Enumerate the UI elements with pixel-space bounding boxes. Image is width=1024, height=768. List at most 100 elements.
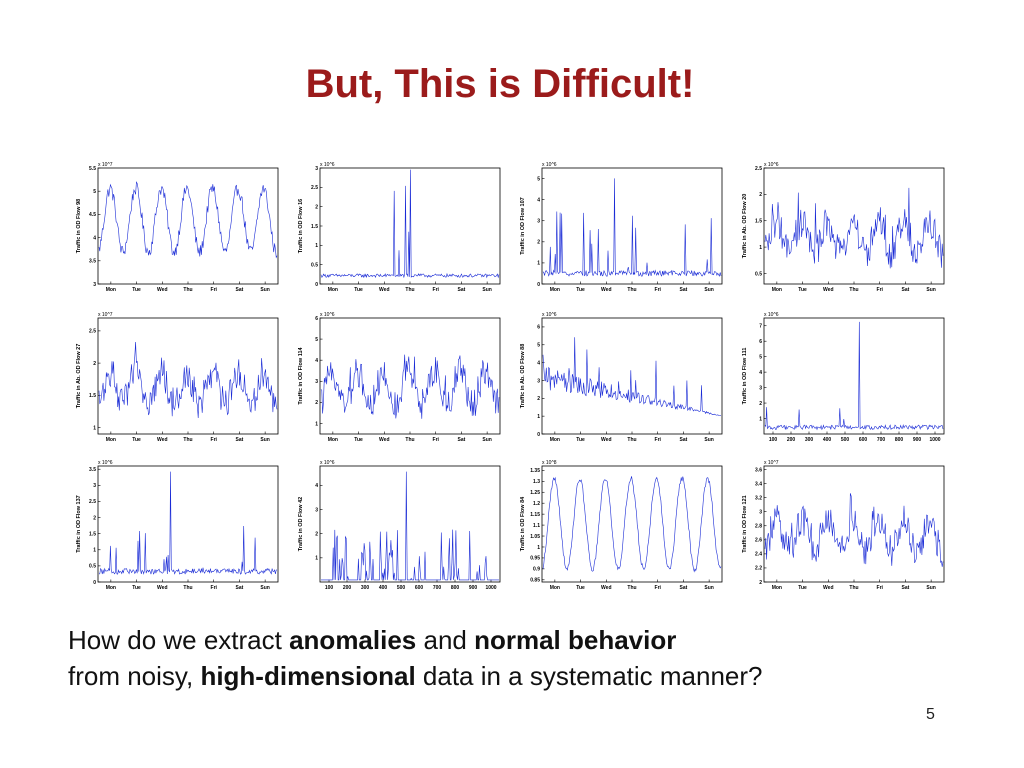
y-tick-label: 5 xyxy=(315,337,318,343)
x-tick-label: Sat xyxy=(680,437,688,443)
y-tick-label: 0.5 xyxy=(89,564,96,570)
plot-frame xyxy=(541,465,723,583)
chart-panel: x 10^7 Traffic in OD Flow 121 2 2.2 2.4 2.6 2.… xyxy=(740,456,952,596)
y-tick-label: 3 xyxy=(759,509,762,515)
x-tick-label: Sat xyxy=(902,585,910,591)
x-tick-label: Thu xyxy=(183,437,192,443)
x-tick-label: 700 xyxy=(877,437,886,443)
x-tick-label: 100 xyxy=(769,437,778,443)
y-tick-label: 0.9 xyxy=(533,567,540,573)
x-tick-label: Sat xyxy=(458,287,466,293)
axis-exponent: x 10^6 xyxy=(764,312,779,318)
x-tick-label: 600 xyxy=(859,437,868,443)
x-tick-label: 800 xyxy=(451,585,460,591)
x-tick-label: 900 xyxy=(469,585,478,591)
x-tick-label: Thu xyxy=(627,437,636,443)
y-tick-label: 1 xyxy=(315,243,318,249)
chart-svg: x 10^6 Traffic in OD Flow 16 0 0.5 1 1.5 2 2.5 3… xyxy=(298,162,501,293)
y-tick-label: 3 xyxy=(537,378,540,384)
slide-title: But, This is Difficult! xyxy=(305,62,695,106)
x-tick-label: 1000 xyxy=(485,585,496,591)
x-tick-label: Thu xyxy=(849,287,858,293)
y-tick-label: 2 xyxy=(759,401,762,407)
chart-panel: x 10^6 Traffic in Ab. OD Flow 88 0 1 2 3 4 5 6 Mo… xyxy=(518,308,730,448)
x-tick-label: Tue xyxy=(354,437,363,443)
y-tick-label: 2.4 xyxy=(755,552,762,558)
y-tick-label: 3 xyxy=(759,385,762,391)
text-run: data in a systematic manner? xyxy=(415,661,763,691)
y-axis-label: Traffic in OD Flow 107 xyxy=(520,197,526,254)
x-tick-label: Wed xyxy=(823,287,833,293)
x-tick-label: Sun xyxy=(926,585,935,591)
x-tick-label: Sat xyxy=(236,287,244,293)
x-tick-label: Sat xyxy=(236,585,244,591)
y-tick-label: 1 xyxy=(759,416,762,422)
x-tick-label: Fri xyxy=(877,287,884,293)
x-tick-label: Fri xyxy=(655,437,662,443)
y-tick-label: 1.5 xyxy=(755,219,762,225)
x-tick-label: Wed xyxy=(601,585,611,591)
y-tick-label: 4 xyxy=(315,358,318,364)
y-tick-label: 1 xyxy=(537,545,540,551)
emphasis-normal-behavior: normal behavior xyxy=(474,625,677,655)
x-tick-label: Sun xyxy=(704,585,713,591)
y-tick-label: 1.1 xyxy=(533,523,540,529)
x-tick-label: Sat xyxy=(680,287,688,293)
y-tick-label: 7 xyxy=(759,324,762,330)
y-tick-label: 2.5 xyxy=(311,185,318,191)
y-axis-label: Traffic in OD Flow 121 xyxy=(742,495,748,552)
x-tick-label: Fri xyxy=(655,585,662,591)
y-tick-label: 1.35 xyxy=(530,468,540,474)
x-tick-label: 400 xyxy=(823,437,832,443)
y-tick-label: 2.6 xyxy=(755,538,762,544)
x-tick-label: Sat xyxy=(680,585,688,591)
x-tick-label: Thu xyxy=(849,585,858,591)
y-axis-label: Traffic in Ab. OD Flow 20 xyxy=(742,194,748,259)
x-tick-label: Thu xyxy=(627,585,636,591)
x-tick-label: Wed xyxy=(379,437,389,443)
y-tick-label: 1 xyxy=(315,556,318,562)
y-tick-label: 6 xyxy=(759,339,762,345)
y-tick-label: 0 xyxy=(537,282,540,288)
y-tick-label: 4.5 xyxy=(89,212,96,218)
series-line xyxy=(320,354,500,419)
x-tick-label: Mon xyxy=(550,287,560,293)
x-tick-label: Wed xyxy=(601,287,611,293)
x-tick-label: Sun xyxy=(704,437,713,443)
y-axis-label: Traffic in OD Flow 111 xyxy=(742,348,748,405)
chart-svg: x 10^6 Traffic in OD Flow 137 0 0.5 1 1.5 2 2.5… xyxy=(76,460,279,591)
y-tick-label: 0.85 xyxy=(530,578,540,584)
slide-body: How do we extract anomalies and normal b… xyxy=(68,622,1008,694)
x-tick-label: 200 xyxy=(343,585,352,591)
text-run: and xyxy=(416,625,475,655)
x-tick-label: Sat xyxy=(236,437,244,443)
y-tick-label: 3 xyxy=(537,219,540,225)
plot-frame xyxy=(319,317,501,435)
x-tick-label: Sun xyxy=(926,287,935,293)
y-tick-label: 3.6 xyxy=(755,467,762,473)
x-tick-label: Sun xyxy=(260,287,269,293)
x-tick-label: Thu xyxy=(627,287,636,293)
x-tick-label: Sat xyxy=(902,287,910,293)
x-tick-label: 100 xyxy=(325,585,334,591)
y-tick-label: 0 xyxy=(537,432,540,438)
plot-frame xyxy=(763,465,945,583)
chart-svg: x 10^7 Traffic in OD Flow 98 3 3.5 4 4.5 5 5.5 M… xyxy=(76,162,279,293)
x-tick-label: Fri xyxy=(877,585,884,591)
y-tick-label: 5 xyxy=(93,189,96,195)
x-tick-label: Mon xyxy=(772,287,782,293)
axis-exponent: x 10^7 xyxy=(764,460,779,466)
x-tick-label: Mon xyxy=(328,437,338,443)
chart-panel: x 10^8 Traffic in OD Flow 84 0.85 0.9 0.95 1 1… xyxy=(518,456,730,596)
series-line xyxy=(542,337,722,416)
y-tick-label: 2 xyxy=(315,531,318,537)
y-tick-label: 1 xyxy=(93,425,96,431)
y-tick-label: 2 xyxy=(759,192,762,198)
body-line-2: from noisy, high-dimensional data in a s… xyxy=(68,658,1008,694)
y-tick-label: 3 xyxy=(315,166,318,172)
chart-panel: x 10^6 Traffic in OD Flow 42 1 2 3 4 100 200 300… xyxy=(296,456,508,596)
x-tick-label: 900 xyxy=(913,437,922,443)
y-tick-label: 1.5 xyxy=(89,393,96,399)
chart-panel: x 10^6 Traffic in OD Flow 137 0 0.5 1 1.5 2 2.5… xyxy=(74,456,286,596)
y-tick-label: 5.5 xyxy=(89,166,96,172)
